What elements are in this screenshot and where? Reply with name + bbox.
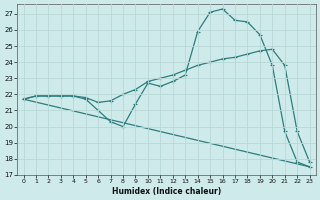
X-axis label: Humidex (Indice chaleur): Humidex (Indice chaleur) <box>112 187 221 196</box>
